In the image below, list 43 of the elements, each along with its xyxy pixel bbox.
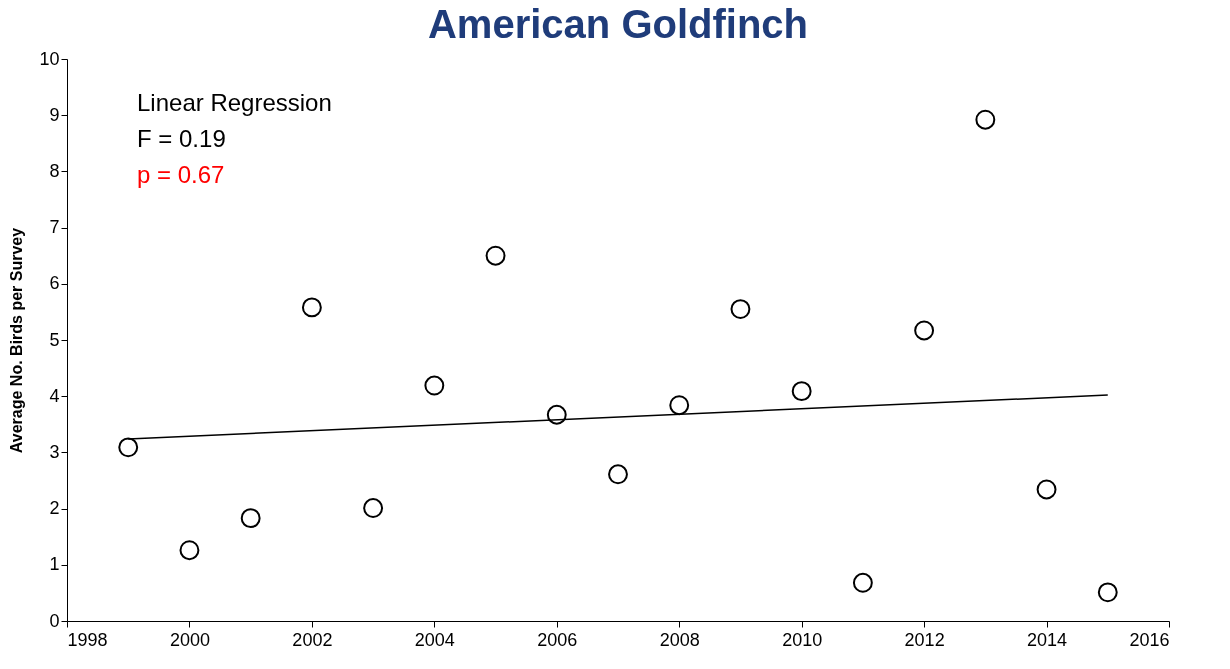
y-tick-label: 3	[49, 441, 60, 462]
point	[424, 375, 445, 396]
y-tick-label: 10	[39, 48, 60, 69]
y-tick-label: 1	[49, 554, 60, 575]
y-tick-label: 0	[49, 610, 60, 631]
x-tick-label: 2012	[904, 629, 945, 650]
y-tick-label: 4	[49, 385, 60, 406]
point	[852, 572, 873, 593]
point	[1036, 479, 1057, 500]
x-tick-label: 1998	[67, 629, 108, 650]
point	[975, 109, 996, 130]
annotation: p = 0.67	[137, 161, 225, 188]
point	[485, 245, 506, 266]
x-tick-label: 2010	[782, 629, 823, 650]
x-tick-label: 2014	[1027, 629, 1068, 650]
point	[363, 498, 384, 518]
point	[669, 395, 690, 416]
x-tick-label: 2008	[659, 629, 700, 650]
y-axis-title: Average No. Birds per Survey	[8, 227, 26, 454]
x-tick-label: 2002	[292, 629, 333, 650]
point	[608, 464, 628, 485]
point	[791, 381, 812, 402]
x-tick-label: 2000	[169, 629, 210, 650]
y-tick-label: 2	[49, 498, 60, 519]
chart-title: American Goldfinch	[427, 2, 809, 46]
y-tick-label: 5	[49, 329, 60, 350]
point	[546, 404, 567, 425]
y-tick-label: 6	[49, 273, 60, 294]
point	[301, 297, 322, 318]
point	[914, 320, 935, 341]
point	[118, 437, 139, 458]
y-tick-label: 8	[49, 160, 60, 181]
y-tick-label: 9	[49, 104, 60, 125]
point	[1097, 582, 1118, 603]
x-tick-label: 2004	[414, 629, 455, 650]
annotation: Linear Regression	[137, 89, 332, 116]
y-tick-label: 7	[49, 217, 60, 238]
point	[240, 508, 261, 529]
point	[179, 540, 200, 561]
point	[730, 299, 751, 320]
x-tick-label: 2016	[1129, 629, 1170, 650]
x-tick-label: 2006	[537, 629, 578, 650]
annotation: F = 0.19	[137, 125, 226, 152]
